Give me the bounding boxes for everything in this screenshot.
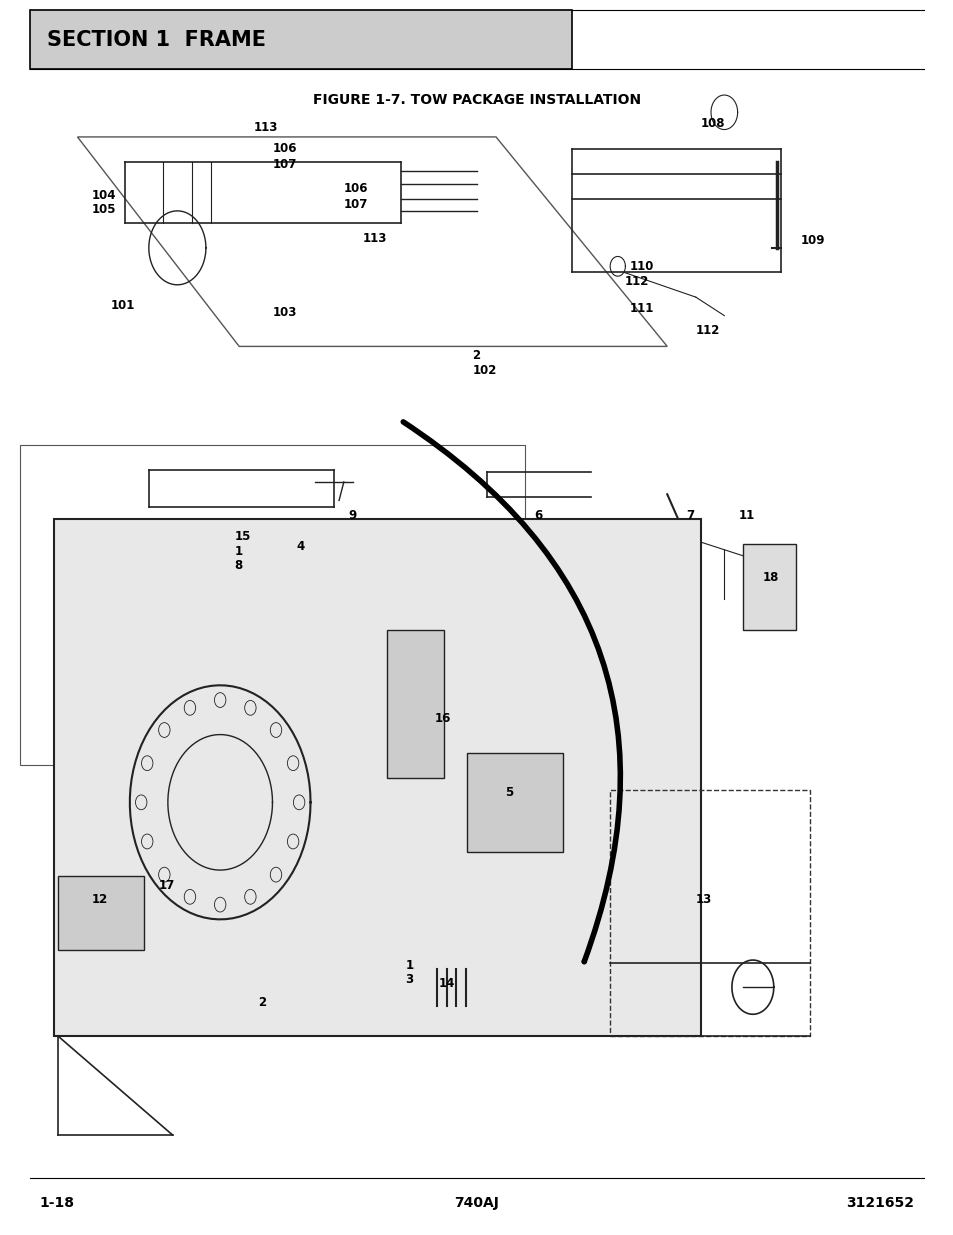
Text: 105: 105 <box>91 204 116 216</box>
Text: 18: 18 <box>761 571 778 583</box>
Text: 740AJ: 740AJ <box>454 1195 499 1210</box>
Text: 4: 4 <box>296 540 304 553</box>
Text: 9: 9 <box>348 509 356 522</box>
Text: SECTION 1  FRAME: SECTION 1 FRAME <box>47 30 266 49</box>
Bar <box>53 519 700 1036</box>
Text: 102: 102 <box>472 363 497 377</box>
Text: 5: 5 <box>505 787 514 799</box>
Bar <box>386 630 443 778</box>
Text: 14: 14 <box>438 977 455 990</box>
Bar <box>58 877 144 950</box>
Text: 106: 106 <box>343 183 368 195</box>
Text: 107: 107 <box>273 158 296 170</box>
Text: 17: 17 <box>158 878 174 892</box>
Text: 113: 113 <box>253 121 277 133</box>
Text: 112: 112 <box>624 275 648 288</box>
Text: 8: 8 <box>234 559 242 573</box>
FancyBboxPatch shape <box>30 10 572 69</box>
Text: 107: 107 <box>343 199 368 211</box>
Text: 2: 2 <box>472 348 480 362</box>
Text: 3: 3 <box>405 973 414 987</box>
Text: 2: 2 <box>258 995 266 1009</box>
Text: 106: 106 <box>273 142 296 154</box>
Bar <box>742 543 795 630</box>
Text: 101: 101 <box>111 299 135 312</box>
Text: FIGURE 1-7. TOW PACKAGE INSTALLATION: FIGURE 1-7. TOW PACKAGE INSTALLATION <box>313 93 640 107</box>
Text: 1-18: 1-18 <box>39 1195 74 1210</box>
Text: 103: 103 <box>273 305 296 319</box>
Text: 13: 13 <box>695 893 711 906</box>
Text: 1: 1 <box>405 958 414 972</box>
Text: 11: 11 <box>738 509 754 522</box>
Text: 3121652: 3121652 <box>845 1195 914 1210</box>
Text: 104: 104 <box>91 189 116 201</box>
Text: 111: 111 <box>629 301 653 315</box>
Text: 15: 15 <box>234 530 251 543</box>
Text: 109: 109 <box>800 235 824 247</box>
Bar <box>467 753 562 852</box>
FancyArrowPatch shape <box>403 422 619 962</box>
Text: 7: 7 <box>685 509 694 522</box>
Text: 113: 113 <box>362 232 387 245</box>
Text: 108: 108 <box>700 117 724 130</box>
Bar <box>610 790 809 1036</box>
Text: 12: 12 <box>91 893 108 906</box>
Text: 110: 110 <box>629 261 653 273</box>
Text: 1: 1 <box>234 545 242 558</box>
Text: 6: 6 <box>534 509 541 522</box>
Text: 16: 16 <box>434 713 450 725</box>
Text: 112: 112 <box>695 324 720 337</box>
